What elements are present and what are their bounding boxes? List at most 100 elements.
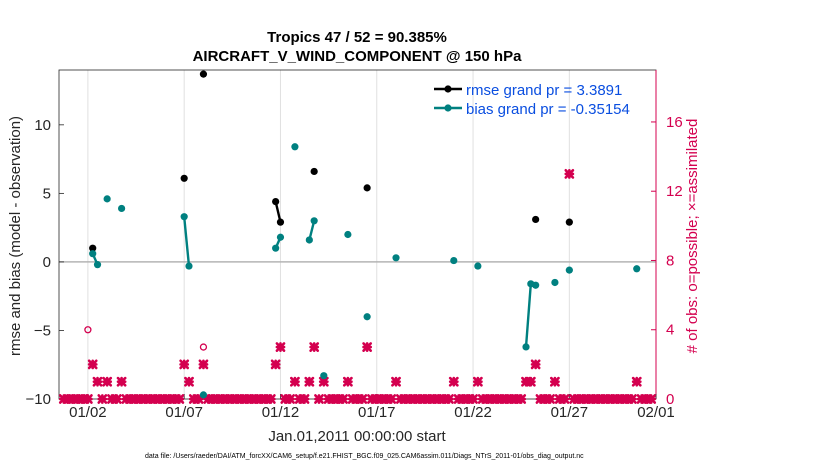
- x-tick-label: 01/07: [165, 404, 203, 421]
- bias-point: [532, 281, 540, 289]
- obs-assimilated-marker: [342, 376, 353, 387]
- data-file-footnote: data file: /Users/raeder/DAI/ATM_forcXX/…: [145, 453, 584, 460]
- rmse-series: [89, 70, 573, 252]
- obs-assimilated-marker: [525, 376, 536, 387]
- obs-possible-marker: [199, 343, 208, 351]
- obs-assimilated-marker: [559, 394, 570, 404]
- legend-bias-marker: [444, 104, 452, 112]
- y-tick-label: −10: [26, 391, 51, 408]
- obs-assimilated-marker: [275, 342, 286, 352]
- y-tick-label: 5: [43, 185, 51, 202]
- obs-assimilated-marker: [97, 394, 108, 404]
- rmse-point: [363, 184, 371, 192]
- obs-assimilated-marker: [472, 376, 483, 387]
- obs-assimilated-marker: [193, 394, 204, 404]
- obs-assimilated-marker: [174, 394, 185, 404]
- bias-point: [276, 233, 285, 241]
- x-tick-label: 01/17: [358, 404, 396, 421]
- obs-assimilated-marker: [304, 376, 315, 387]
- bias-point: [93, 261, 102, 269]
- obs-assimilated-marker: [309, 342, 320, 352]
- x-tick-label: 02/01: [637, 404, 675, 421]
- grid-lines: [87, 70, 657, 399]
- legend-bias-label: bias grand pr = -0.35154: [466, 101, 630, 118]
- bias-point: [474, 262, 482, 270]
- series-group: [89, 70, 641, 399]
- bias-point: [199, 391, 208, 399]
- rmse-point: [272, 198, 280, 206]
- y-tick-label: −5: [34, 322, 51, 339]
- bias-point: [180, 213, 188, 221]
- obs-assimilated-marker: [299, 394, 310, 404]
- obs-assimilated-marker: [87, 359, 98, 370]
- obs-assimilated-marker: [627, 394, 637, 404]
- x-tick-label: 01/22: [454, 404, 492, 421]
- obs-assimilated-marker: [92, 376, 103, 387]
- rmse-point: [565, 218, 573, 226]
- obs-assimilated-marker: [362, 342, 373, 352]
- obs-assimilated-marker: [516, 394, 527, 404]
- obs-assimilated-marker: [631, 376, 642, 387]
- legend-rmse-label: rmse grand pr = 3.3891: [466, 82, 622, 99]
- bias-point: [310, 217, 318, 225]
- obs-count-markers: [58, 168, 657, 404]
- obs-assimilated-marker: [285, 394, 295, 404]
- x-axis-label: Jan.01,2011 00:00:00 start: [268, 428, 446, 445]
- obs-assimilated-marker: [545, 394, 555, 404]
- bias-point: [344, 230, 352, 239]
- bias-point: [291, 143, 299, 151]
- bias-point: [565, 266, 573, 274]
- chart-title: Tropics 47 / 52 = 90.385%: [267, 29, 447, 46]
- bias-point: [272, 244, 280, 252]
- y2-tick-label: 16: [666, 114, 683, 131]
- bias-point: [450, 256, 458, 265]
- x-ticks: 01/02 01/07 01/12 01/17 01/22 01/27 02/01: [69, 394, 675, 421]
- obs-assimilated-marker: [357, 394, 368, 404]
- y-tick-label: 0: [43, 254, 51, 271]
- bias-point: [117, 204, 126, 213]
- obs-assimilated-marker: [444, 394, 454, 404]
- obs-assimilated-marker: [468, 394, 478, 404]
- y2-axis-label: # of obs: o=possible; ×=assimilated: [684, 119, 701, 354]
- obs-assimilated-marker: [318, 376, 329, 387]
- bias-point: [363, 313, 371, 321]
- obs-assimilated-marker: [290, 376, 300, 387]
- y-tick-label: 10: [34, 117, 51, 134]
- obs-assimilated-marker: [550, 376, 560, 387]
- bias-point: [392, 254, 400, 262]
- x-tick-label: 01/12: [262, 404, 300, 421]
- obs-assimilated-marker: [116, 376, 127, 387]
- plot-frame: [58, 69, 657, 400]
- obs-assimilated-marker: [530, 359, 541, 370]
- rmse-point: [276, 218, 285, 226]
- bias-series: [89, 143, 641, 399]
- bias-point: [551, 278, 559, 287]
- bias-point: [89, 250, 97, 258]
- y2-tick-label: 12: [666, 183, 683, 200]
- obs-possible-marker: [84, 326, 92, 334]
- y2-tick-label: 0: [666, 391, 674, 408]
- rmse-point: [180, 174, 188, 182]
- obs-assimilated-marker: [391, 376, 401, 387]
- legend-rmse-marker: [444, 85, 452, 93]
- chart-subtitle: AIRCRAFT_V_WIND_COMPONENT @ 150 hPa: [193, 48, 523, 65]
- obs-assimilated-marker: [198, 359, 209, 370]
- bias-line: [524, 282, 536, 348]
- rmse-point: [89, 244, 97, 252]
- obs-assimilated-marker: [179, 359, 190, 370]
- obs-assimilated-marker: [338, 394, 348, 404]
- bias-point: [185, 262, 193, 270]
- obs-assimilated-marker: [270, 359, 281, 370]
- obs-assimilated-marker: [646, 394, 657, 404]
- rmse-point: [532, 215, 540, 224]
- x-tick-label: 01/02: [69, 404, 107, 421]
- bias-point: [103, 195, 111, 203]
- obs-assimilated-marker: [448, 376, 459, 387]
- rmse-point: [199, 70, 208, 78]
- y-axis-label: rmse and bias (model - observation): [7, 116, 24, 356]
- obs-assimilated-marker: [82, 394, 93, 404]
- obs-assimilated-marker: [386, 394, 397, 404]
- bias-point: [522, 343, 530, 351]
- rmse-point: [310, 167, 318, 176]
